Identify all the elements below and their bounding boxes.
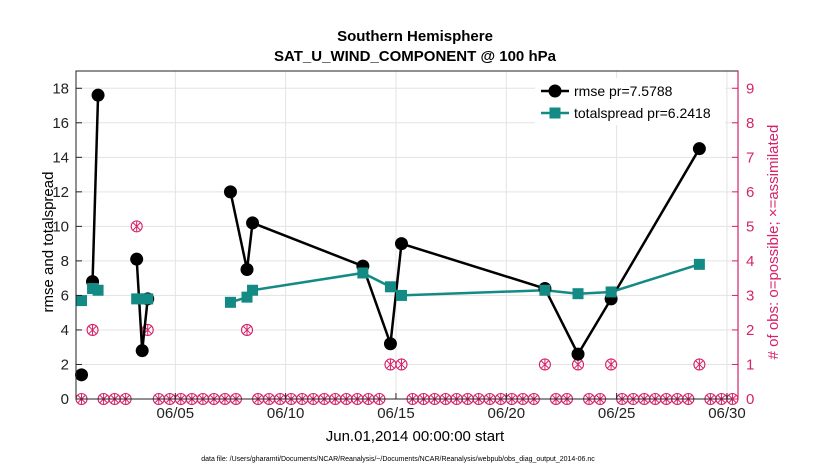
spread-point	[142, 293, 154, 305]
obs-assimilated-marker	[607, 359, 616, 370]
spread-point	[693, 258, 705, 270]
spread-point	[384, 281, 396, 293]
y2-tick-label: 9	[746, 80, 754, 97]
y2-tick-label: 4	[746, 253, 754, 270]
obs-possible-marker	[86, 323, 99, 336]
y2-tick-label: 0	[746, 391, 754, 408]
spread-point	[241, 291, 253, 303]
y-tick-label: 4	[61, 322, 69, 339]
y2-tick-label: 1	[746, 356, 754, 373]
y-tick-label: 0	[61, 391, 69, 408]
legend-spread-marker	[549, 107, 561, 119]
y2-axis-label: # of obs: o=possible; ×=assimilated	[765, 125, 782, 360]
obs-assimilated-marker	[132, 221, 141, 232]
obs-possible-marker	[240, 323, 254, 336]
spread-point	[247, 284, 259, 296]
spread-point	[357, 267, 369, 279]
rmse-point	[383, 337, 397, 351]
rmse-point	[130, 252, 144, 266]
spread-point	[395, 289, 407, 301]
y2-tick-label: 3	[746, 287, 754, 304]
rmse-point	[91, 88, 105, 102]
spread-point	[605, 286, 617, 298]
rmse-point	[571, 347, 585, 361]
chart-subtitle: SAT_U_WIND_COMPONENT @ 100 hPa	[274, 48, 557, 65]
rmse-point	[394, 237, 408, 251]
spread-point	[131, 293, 143, 305]
rmse-point	[240, 263, 254, 277]
obs-assimilated-marker	[243, 324, 251, 335]
rmse-line	[229, 148, 701, 357]
obs-possible-marker	[141, 323, 154, 336]
obs-possible-marker	[395, 358, 408, 371]
spread-point	[136, 293, 148, 305]
y2-tick-label: 6	[746, 184, 754, 201]
obs-possible-marker	[605, 358, 618, 371]
y-tick-label: 8	[61, 253, 69, 270]
legend-spread-label: totalspread pr=6.2418	[574, 105, 711, 121]
y-tick-label: 18	[52, 80, 69, 97]
x-tick-label: 06/05	[157, 405, 195, 422]
spread-point	[92, 284, 104, 296]
obs-possible-marker	[538, 358, 551, 371]
y-tick-label: 6	[61, 287, 69, 304]
legend: rmse pr=7.5788 totalspread pr=6.2418	[535, 78, 725, 125]
rmse-point	[246, 216, 260, 230]
y-tick-label: 10	[52, 218, 69, 235]
y2-tick-label: 5	[746, 218, 754, 235]
legend-rmse-label: rmse pr=7.5788	[574, 83, 673, 99]
y-tick-label: 12	[52, 184, 69, 201]
y2-tick-label: 2	[746, 322, 754, 339]
spread-point	[87, 283, 99, 295]
spread-point	[539, 284, 551, 296]
spread-point	[76, 295, 88, 307]
obs-possible-marker	[130, 220, 143, 233]
rmse-point	[223, 185, 237, 199]
y2-tick-label: 7	[746, 149, 754, 166]
rmse-point	[75, 368, 89, 382]
y-tick-label: 2	[61, 356, 69, 373]
obs-assimilated-marker	[695, 359, 704, 370]
obs-assimilated-marker	[386, 359, 395, 370]
y-tick-label: 16	[52, 115, 69, 132]
obs-possible-marker	[693, 358, 706, 371]
obs-assimilated-marker	[88, 324, 97, 335]
obs-assimilated-marker	[397, 359, 406, 370]
obs-assimilated-marker	[540, 359, 549, 370]
y-axis-label: rmse and totalspread	[40, 172, 57, 313]
x-tick-label: 06/15	[377, 405, 415, 422]
legend-box	[535, 78, 725, 125]
marker-layer	[75, 88, 706, 382]
spread-point	[572, 288, 584, 300]
grid-layer	[76, 71, 738, 400]
y2-tick-label: 8	[746, 115, 754, 132]
legend-rmse-marker	[548, 84, 562, 98]
spread-point	[224, 296, 236, 308]
x-tick-label: 06/25	[598, 405, 636, 422]
x-tick-label: 06/30	[708, 405, 746, 422]
x-tick-label: 06/10	[267, 405, 305, 422]
y-tick-label: 14	[52, 149, 69, 166]
chart-title: Southern Hemisphere	[337, 28, 493, 45]
data-file-footnote: data file: /Users/gharamti/Documents/NCA…	[201, 456, 595, 463]
rmse-line	[91, 95, 100, 282]
rmse-point	[135, 344, 149, 358]
rmse-point	[692, 142, 706, 156]
x-tick-label: 06/20	[488, 405, 526, 422]
x-axis-label: Jun.01,2014 00:00:00 start	[326, 428, 505, 445]
obs-assimilated-marker	[574, 359, 582, 370]
